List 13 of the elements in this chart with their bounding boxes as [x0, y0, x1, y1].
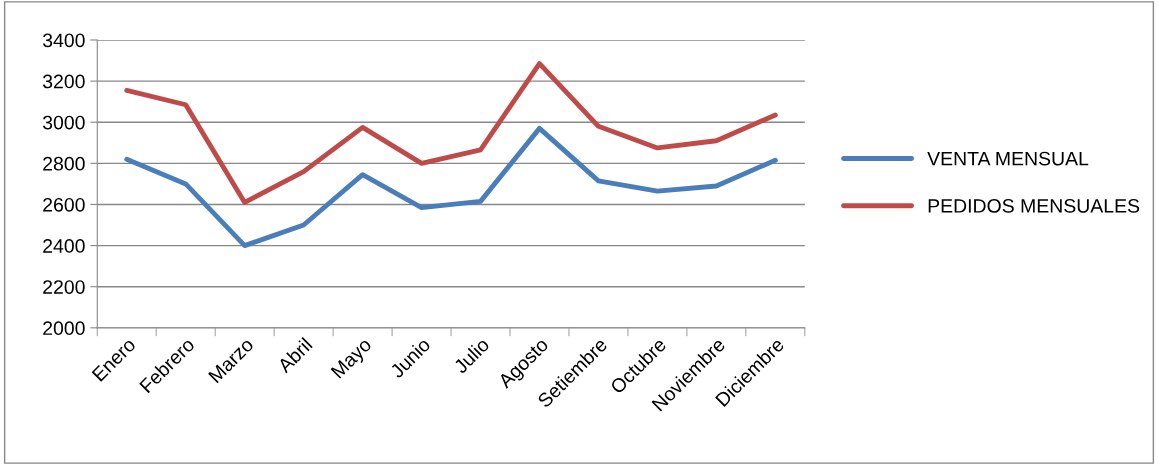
y-tick-label: 2200	[43, 280, 85, 294]
y-tick-label: 2400	[43, 239, 85, 253]
legend-label: PEDIDOS MENSUALES	[928, 199, 1140, 213]
legend-label: VENTA MENSUAL	[927, 151, 1089, 166]
y-tick-label: 3400	[42, 33, 85, 48]
x-tick-label: Julio	[452, 336, 491, 375]
line-series	[124, 61, 778, 205]
line-series	[124, 125, 778, 249]
y-tick-label: 2600	[43, 197, 85, 212]
y-tick-label: 3200	[42, 74, 85, 89]
y-tick-label: 2000	[43, 321, 85, 336]
y-tick-label: 3000	[42, 115, 85, 130]
y-tick-label: 2800	[43, 156, 85, 171]
